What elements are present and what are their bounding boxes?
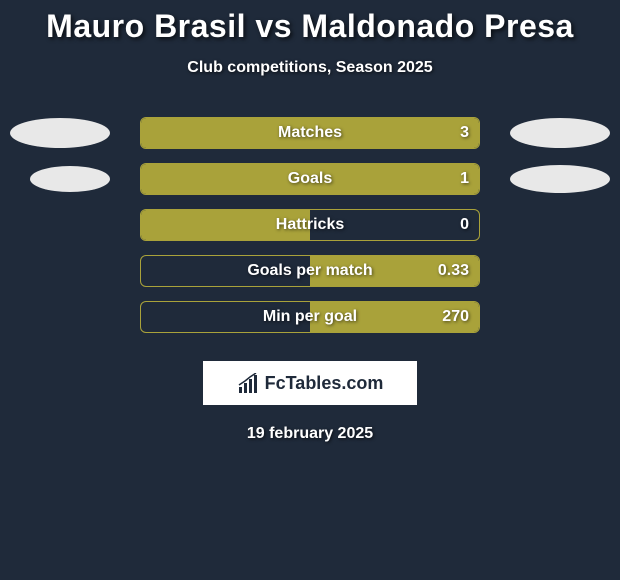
stat-label: Goals per match [247,262,372,280]
stat-label: Min per goal [263,308,357,326]
player-oval-right [510,165,610,193]
player-oval-left [30,166,110,192]
logo-text: FcTables.com [265,373,384,394]
date-text: 19 february 2025 [0,425,620,443]
infographic-container: Mauro Brasil vs Maldonado Presa Club com… [0,0,620,443]
stat-label: Hattricks [276,216,344,234]
player-oval-right [510,118,610,148]
player-oval-left [10,118,110,148]
chart-icon [237,373,261,393]
logo-inner: FcTables.com [204,362,416,404]
stat-label: Goals [288,170,332,188]
logo-box: FcTables.com [203,361,417,405]
stat-value: 3 [460,124,469,142]
bar-track: Goals per match 0.33 [140,255,480,287]
stat-value: 1 [460,170,469,188]
subtitle: Club competitions, Season 2025 [0,59,620,77]
stat-row-hattricks: Hattricks 0 [0,209,620,241]
stat-value: 0.33 [438,262,469,280]
stat-label: Matches [278,124,342,142]
stat-value: 0 [460,216,469,234]
stat-row-mpg: Min per goal 270 [0,301,620,333]
stats-list: Matches 3 Goals 1 Hattricks 0 [0,117,620,333]
bar-track: Goals 1 [140,163,480,195]
stat-row-matches: Matches 3 [0,117,620,149]
bar-track: Hattricks 0 [140,209,480,241]
bar-track: Min per goal 270 [140,301,480,333]
stat-value: 270 [442,308,469,326]
stat-row-goals: Goals 1 [0,163,620,195]
page-title: Mauro Brasil vs Maldonado Presa [0,8,620,45]
stat-row-gpm: Goals per match 0.33 [0,255,620,287]
bar-track: Matches 3 [140,117,480,149]
